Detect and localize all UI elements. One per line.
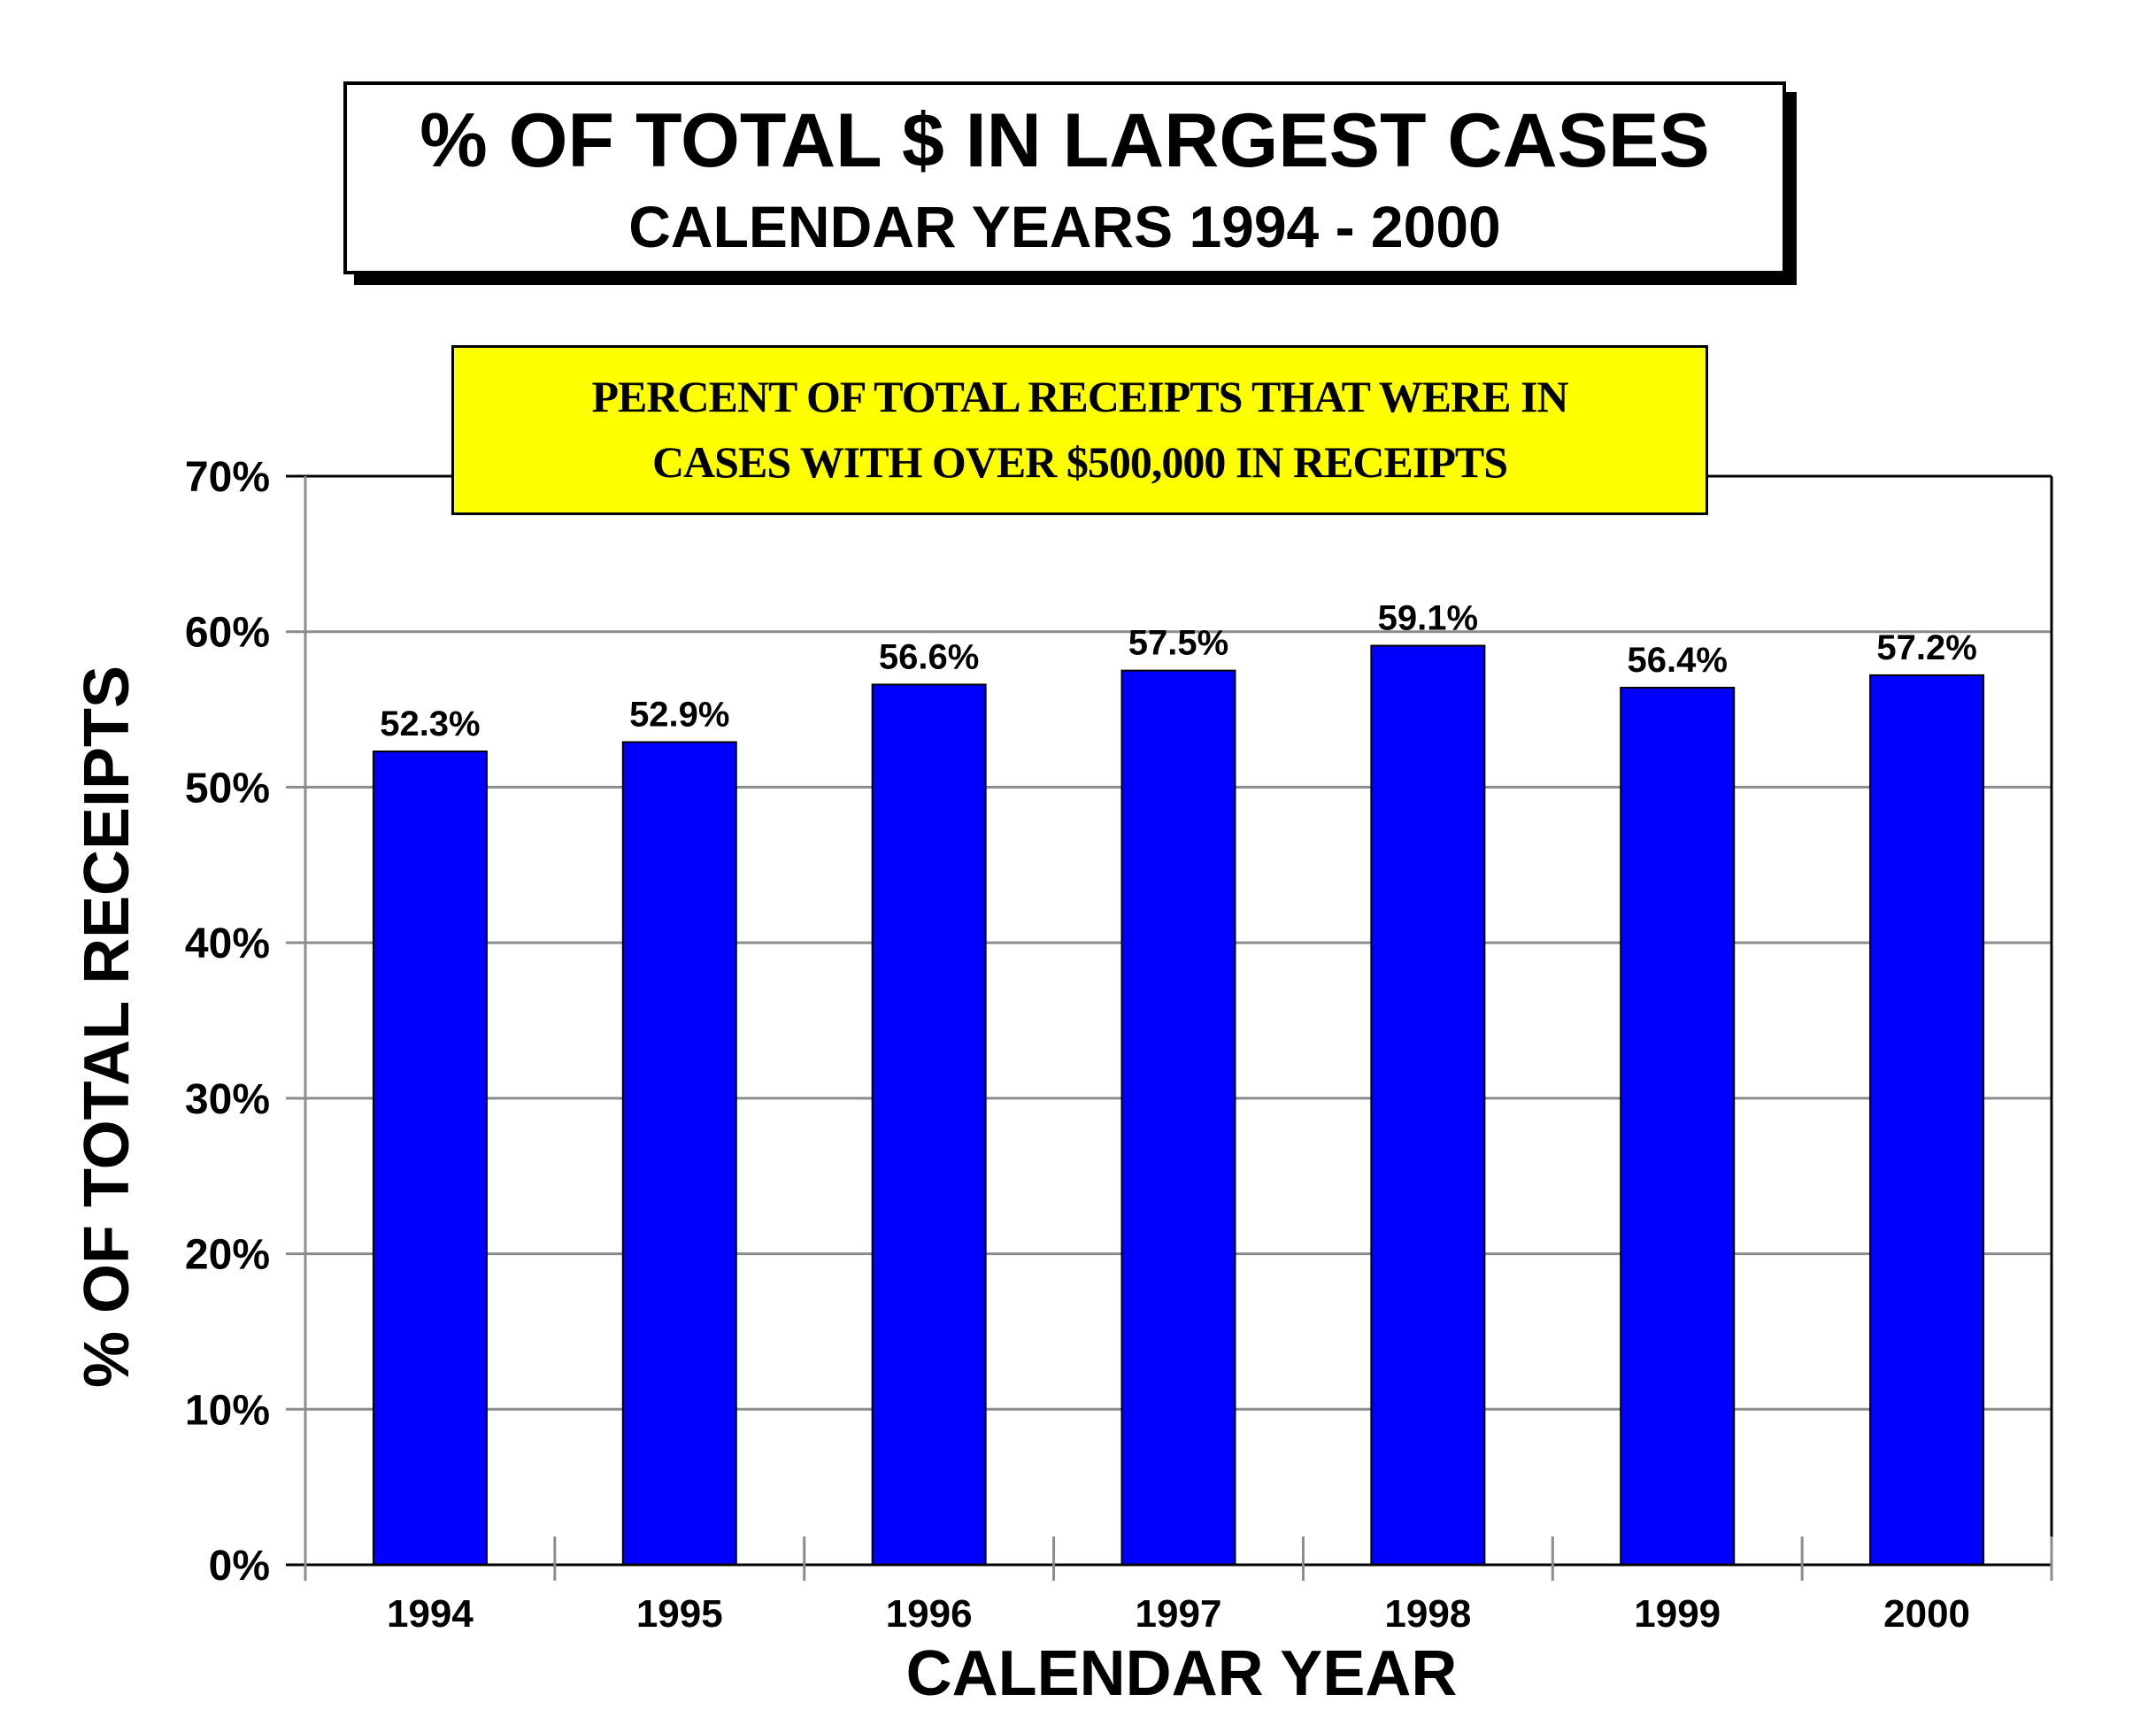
data-label: 56.6%	[879, 637, 979, 676]
x-tick-label: 1995	[636, 1592, 723, 1636]
y-tick-label: 40%	[185, 920, 270, 967]
y-axis-title: % OF TOTAL RECEIPTS	[72, 666, 142, 1388]
x-tick-label: 1999	[1634, 1592, 1721, 1636]
chart-subtitle: CALENDAR YEARS 1994 - 2000	[628, 194, 1501, 259]
annotation-line-1: PERCENT OF TOTAL RECEIPTS THAT WERE IN	[591, 372, 1568, 421]
bar	[372, 751, 488, 1566]
bar	[1370, 644, 1486, 1566]
data-labels: 52.3% 52.9% 56.6% 57.5% 59.1% 56.4% 57.2%	[380, 599, 1977, 743]
data-label: 59.1%	[1378, 599, 1478, 638]
bar	[1869, 674, 1985, 1566]
x-tick-label: 1997	[1136, 1592, 1222, 1636]
y-tick-label: 0%	[209, 1543, 270, 1590]
x-tick-label: 1998	[1384, 1592, 1471, 1636]
y-tick-label: 10%	[185, 1387, 270, 1434]
annotation-box: PERCENT OF TOTAL RECEIPTS THAT WERE IN C…	[451, 345, 1708, 515]
y-tick-label: 30%	[185, 1076, 270, 1123]
chart-title: % OF TOTAL $ IN LARGEST CASES	[420, 98, 1710, 183]
data-label: 57.5%	[1128, 624, 1228, 663]
y-tick-label: 20%	[185, 1232, 270, 1279]
x-tick-labels: 1994 1995 1996 1997 1998 1999 2000	[387, 1592, 1970, 1636]
bar	[1620, 686, 1736, 1566]
data-label: 52.9%	[629, 695, 729, 734]
data-label: 57.2%	[1876, 628, 1976, 667]
x-axis-title: CALENDAR YEAR	[906, 1638, 1458, 1709]
x-tick-label: 2000	[1883, 1592, 1970, 1636]
data-label: 52.3%	[380, 705, 480, 743]
bar	[871, 683, 987, 1566]
bars	[372, 644, 1985, 1566]
x-tick-label: 1996	[886, 1592, 973, 1636]
data-label: 56.4%	[1628, 641, 1728, 680]
y-tick-label: 50%	[185, 765, 270, 812]
annotation-line-2: CASES WITH OVER $500,000 IN RECEIPTS	[651, 437, 1508, 487]
bar	[1120, 669, 1236, 1566]
bar	[621, 741, 737, 1566]
y-tick-label: 70%	[185, 454, 270, 501]
y-tick-labels: 0% 10% 20% 30% 40% 50% 60% 70%	[185, 454, 270, 1590]
x-tick-label: 1994	[387, 1592, 474, 1636]
axes	[286, 476, 2053, 1581]
y-tick-label: 60%	[185, 610, 270, 657]
title-box: % OF TOTAL $ IN LARGEST CASES CALENDAR Y…	[343, 81, 1786, 274]
